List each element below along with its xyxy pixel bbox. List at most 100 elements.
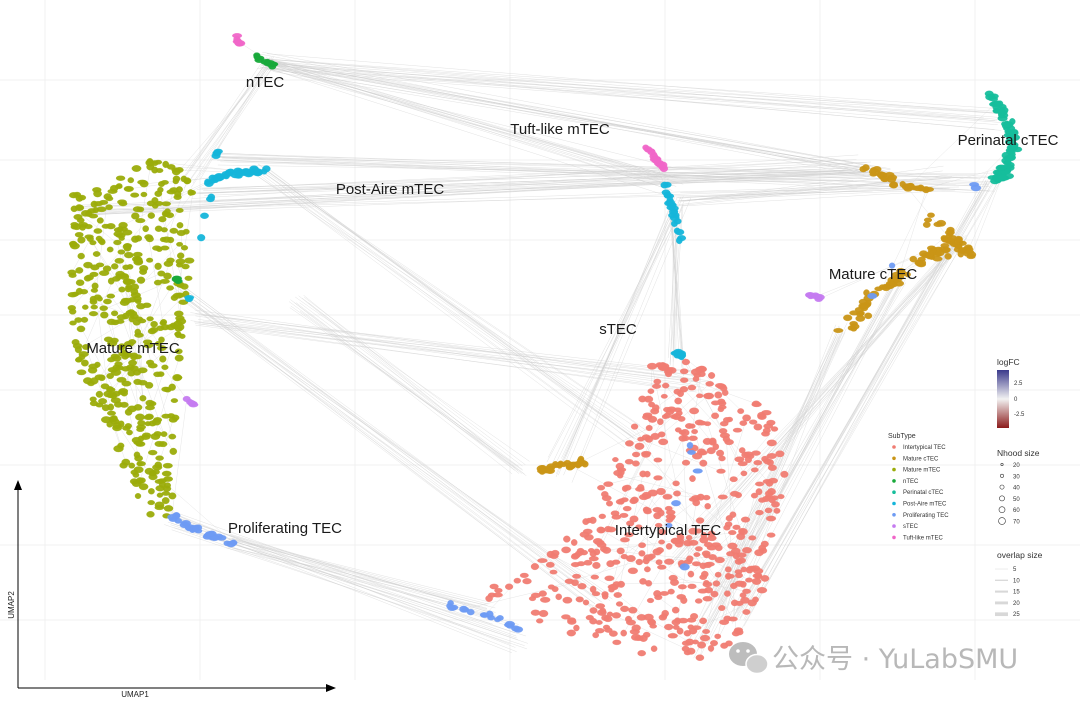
nhood-node (994, 100, 1001, 107)
subtype-legend-title: SubType (888, 433, 916, 440)
graph-edge (177, 287, 596, 604)
nhood-node (522, 578, 532, 585)
nhood-node (617, 498, 625, 505)
graph-edge (182, 285, 594, 598)
graph-edge (258, 168, 631, 446)
nhood-node (589, 550, 597, 557)
nhood-node (120, 389, 128, 397)
nhood-node (176, 323, 185, 331)
nhood-node (695, 517, 705, 524)
nhood-size-legend: Nhood size 20 30 40 50 60 70 (997, 448, 1040, 526)
nhood-node (612, 639, 622, 646)
nhood-node (654, 594, 663, 601)
nhood-node (144, 381, 154, 389)
nhood-node (714, 633, 722, 640)
graph-edge (564, 197, 678, 457)
nhood-node (997, 115, 1008, 122)
nhood-node (142, 225, 149, 233)
nhood-node (680, 377, 689, 383)
nhood-node (687, 583, 697, 590)
nhood-node (139, 265, 149, 272)
nhood-node (92, 207, 100, 214)
nhood-node (671, 220, 678, 227)
cluster-label-post-aire-mtec: Post-Aire mTEC (336, 181, 445, 198)
graph-edge (550, 554, 613, 588)
nhood-size-label: 50 (1013, 497, 1020, 503)
nhood-node (677, 235, 687, 242)
nhood-node (681, 435, 690, 442)
nhood-node (122, 264, 130, 271)
nhood-node (81, 359, 89, 367)
nhood-node (676, 351, 686, 359)
nhood-size-key (1000, 473, 1004, 478)
nhood-node (664, 558, 675, 565)
nhood-node (139, 395, 147, 402)
nhood-node (117, 442, 125, 449)
nhood-node (504, 622, 513, 628)
nhood-node (732, 427, 743, 433)
nhood-node (148, 488, 155, 495)
nhood-node (729, 476, 738, 483)
nhood-node (166, 189, 177, 195)
graph-edge (677, 234, 967, 569)
nhood-node (607, 584, 618, 590)
nhood-node (232, 33, 243, 39)
nhood-node (916, 184, 925, 192)
nhood-node (666, 204, 676, 211)
nhood-node (688, 435, 698, 441)
graph-edge (231, 537, 496, 613)
nhood-node (106, 246, 114, 253)
nhood-node (561, 546, 571, 554)
axes: UMAP1 UMAP2 (7, 480, 336, 699)
nhood-node (555, 593, 562, 601)
nhood-node (176, 222, 184, 229)
nhood-node (129, 310, 138, 316)
nhood-node (744, 456, 752, 464)
nhood-node (580, 549, 588, 556)
overlap-size-label: 25 (1013, 612, 1020, 618)
nhood-node (672, 480, 680, 487)
nhood-node (135, 413, 145, 421)
nhood-node (117, 343, 127, 350)
graph-edge (170, 524, 526, 637)
nhood-node (655, 559, 663, 566)
nhood-node (708, 372, 716, 379)
nhood-node (180, 283, 189, 290)
graph-edge (669, 235, 965, 565)
graph-edge (189, 68, 263, 172)
nhood-node (611, 514, 622, 520)
nhood-node (604, 525, 612, 533)
nhood-node (898, 270, 907, 277)
nhood-node (642, 631, 651, 638)
nhood-node (162, 462, 173, 469)
nhood-node (561, 614, 571, 620)
nhood-node (79, 223, 87, 231)
graph-edge (178, 292, 613, 600)
graph-edge (732, 186, 991, 618)
nhood-node (758, 497, 767, 503)
graph-edge (270, 169, 635, 444)
graph-edge (678, 174, 948, 205)
graph-edge (677, 188, 950, 201)
nhood-node (692, 376, 700, 382)
subtype-legend-label: Perinatal cTEC (903, 490, 944, 496)
nhood-size-label: 70 (1013, 520, 1020, 526)
graph-edge (682, 432, 689, 544)
graph-edge (180, 293, 595, 609)
nhood-node (216, 173, 225, 181)
nhood-node (725, 572, 732, 580)
nhood-node (163, 505, 174, 512)
nhood-node (694, 598, 703, 604)
nhood-node (148, 449, 158, 456)
nhood-node (121, 380, 132, 387)
graph-edge (183, 62, 273, 189)
graph-edge (190, 62, 277, 188)
graph-edge (634, 426, 699, 532)
subtype-legend-key (892, 513, 896, 517)
graph-edge (266, 59, 662, 178)
nhood-node (934, 250, 945, 257)
nhood-node (703, 392, 715, 400)
nhood-node (750, 467, 759, 473)
subtype-legend-key (892, 501, 896, 506)
nhood-node (142, 302, 152, 308)
